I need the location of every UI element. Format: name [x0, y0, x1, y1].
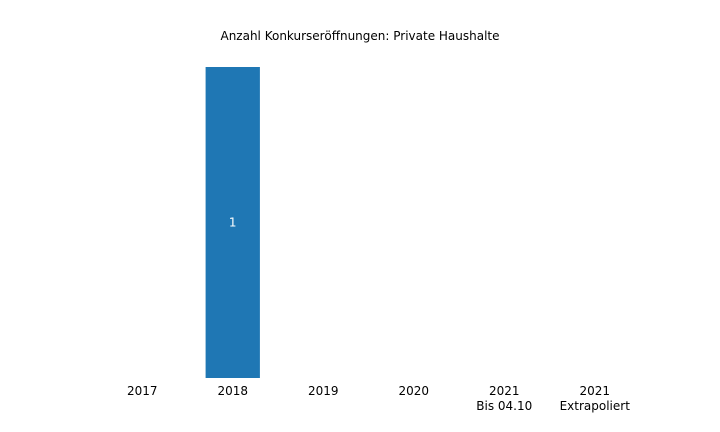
x-tick-label-1: 2018 — [217, 384, 248, 398]
bar-value-label-1: 1 — [229, 216, 237, 230]
x-tick-label-3: 2020 — [398, 384, 429, 398]
x-tick-label-4-line2: Bis 04.10 — [476, 399, 532, 413]
bar-labels-group: 1 — [229, 216, 237, 230]
bar-1 — [205, 67, 260, 378]
x-tick-label-5: 2021 — [579, 384, 610, 398]
x-tick-label-5-line2: Extrapoliert — [560, 399, 631, 413]
x-tick-label-0: 2017 — [127, 384, 158, 398]
chart-title: Anzahl Konkurseröffnungen: Private Haush… — [220, 29, 499, 43]
x-tick-label-2: 2019 — [308, 384, 339, 398]
x-tick-label-4: 2021 — [489, 384, 520, 398]
bars-group — [205, 67, 260, 378]
